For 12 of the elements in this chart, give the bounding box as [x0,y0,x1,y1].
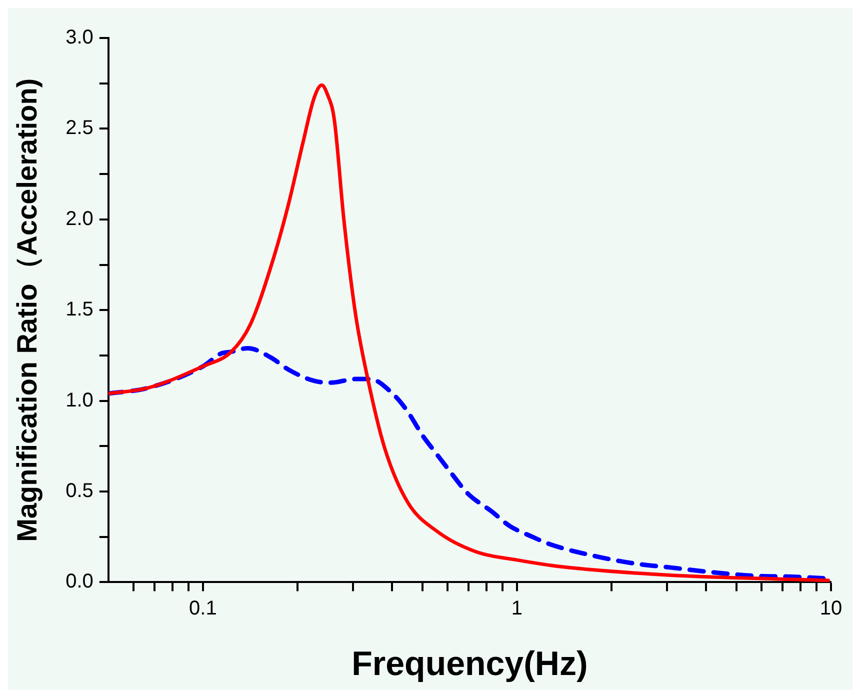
y-tick-label: 3.0 [66,26,94,49]
y-tick-label: 2.0 [66,208,94,230]
x-axis-title: Frequency(Hz) [352,644,588,683]
y-tick-label: 1.0 [66,389,94,412]
y-tick-label: 0.5 [66,480,94,502]
y-axis-title: Magnification Ratio（Acceleration) [12,78,43,542]
y-tick-label: 1.5 [66,298,94,321]
y-tick-label: 0.0 [66,570,94,593]
x-tick-label: 10 [820,598,842,620]
y-tick-label: 2.5 [66,117,94,140]
x-tick-label: 0.1 [189,598,217,620]
x-tick-label: 1 [511,598,523,620]
